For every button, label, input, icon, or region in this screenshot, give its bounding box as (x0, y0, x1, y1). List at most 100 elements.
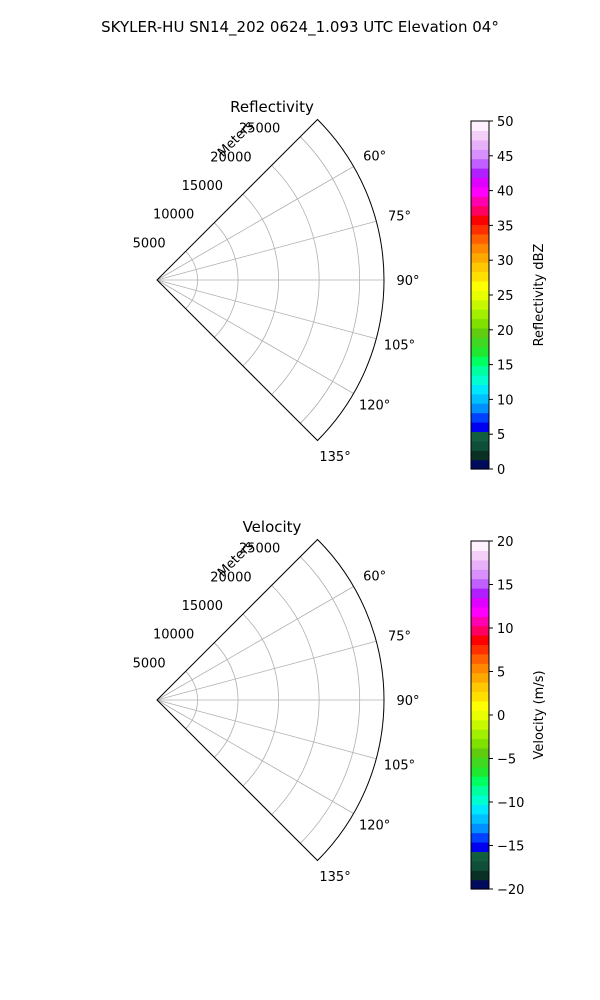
azimuth-tick-label: 75° (388, 210, 411, 225)
colorbar-segment (471, 290, 489, 301)
colorbar-tick-label: 25 (497, 289, 514, 304)
range-tick-label: 5000 (133, 656, 166, 671)
colorbar-segment (471, 851, 489, 862)
colorbar-segment (471, 578, 489, 589)
azimuth-gridline (156, 699, 377, 760)
colorbar-tick-label: 50 (497, 115, 514, 130)
colorbar-tick-label: 35 (497, 219, 514, 234)
azimuth-gridline (156, 640, 377, 701)
azimuth-gridline (156, 279, 377, 340)
colorbar-segment (471, 672, 489, 683)
colorbar-tick-label: 5 (497, 428, 505, 443)
azimuth-tick-label: 105° (384, 758, 415, 773)
colorbar-segment (471, 804, 489, 815)
colorbar-segment (471, 823, 489, 834)
azimuth-gridline (156, 166, 354, 281)
colorbar-segment (471, 766, 489, 777)
colorbar-segment (471, 879, 489, 890)
colorbar-segment (471, 431, 489, 442)
colorbar-tick-label: 45 (497, 150, 514, 165)
colorbar-segment (471, 597, 489, 608)
colorbar-segment (471, 841, 489, 852)
colorbar-segment (471, 271, 489, 282)
colorbar-segment (471, 337, 489, 348)
colorbar-segment (471, 691, 489, 702)
colorbar-segment (471, 421, 489, 432)
colorbar-tick-label: −5 (497, 753, 516, 768)
colorbar-segment (471, 757, 489, 768)
colorbar-tick-label: 30 (497, 254, 514, 269)
colorbar-segment (471, 205, 489, 216)
colorbar-segment (471, 384, 489, 395)
range-tick-label: 10000 (153, 208, 194, 223)
colorbar-segment (471, 663, 489, 674)
range-tick-label: 20000 (210, 150, 251, 165)
colorbar-segment (471, 346, 489, 357)
azimuth-tick-label: 75° (388, 630, 411, 645)
colorbar-segment (471, 606, 489, 617)
colorbar-tick-label: −10 (497, 796, 524, 811)
azimuth-gridline (156, 279, 354, 394)
colorbar-segment (471, 860, 489, 871)
colorbar-segment (471, 616, 489, 627)
colorbar-segment (471, 412, 489, 423)
colorbar-segment (471, 158, 489, 169)
colorbar-segment (471, 700, 489, 711)
colorbar-segment (471, 635, 489, 646)
range-tick-label: 20000 (210, 570, 251, 585)
colorbar-segment (471, 653, 489, 664)
colorbar-segment (471, 309, 489, 320)
reflectivity-panel: Reflectivity500010000150002000025000Mete… (133, 98, 547, 478)
panel-title: Velocity (243, 518, 302, 536)
range-tick-label: 25000 (239, 542, 280, 557)
colorbar-tick-label: −15 (497, 840, 524, 855)
azimuth-gridline (156, 220, 377, 281)
range-tick-label: 25000 (239, 122, 280, 137)
azimuth-tick-label: 90° (396, 274, 419, 289)
colorbar-segment (471, 870, 489, 881)
azimuth-tick-label: 60° (363, 570, 386, 585)
colorbar-label: Reflectivity dBZ (532, 244, 547, 347)
colorbar-segment (471, 318, 489, 329)
colorbar-tick-label: 5 (497, 666, 505, 681)
colorbar-tick-label: 15 (497, 579, 514, 594)
azimuth-tick-label: 90° (396, 694, 419, 709)
range-tick-label: 15000 (182, 179, 223, 194)
colorbar-segment (471, 356, 489, 367)
azimuth-tick-label: 120° (359, 399, 390, 414)
colorbar-tick-label: 20 (497, 324, 514, 339)
azimuth-gridline (156, 586, 354, 701)
colorbar-tick-label: 0 (497, 463, 505, 478)
colorbar-segment (471, 374, 489, 385)
colorbar-segment (471, 729, 489, 740)
polar-axis-frame (156, 538, 385, 862)
colorbar-tick-label: 15 (497, 359, 514, 374)
colorbar-segment (471, 243, 489, 254)
polar-axis-frame (156, 118, 385, 442)
colorbar-segment (471, 168, 489, 179)
colorbar-segment (471, 625, 489, 636)
colorbar-segment (471, 262, 489, 273)
colorbar-segment (471, 186, 489, 197)
colorbar-segment (471, 130, 489, 141)
colorbar-segment (471, 813, 489, 824)
colorbar-tick-label: 10 (497, 622, 514, 637)
colorbar-segment (471, 215, 489, 226)
colorbar-segment (471, 559, 489, 570)
azimuth-tick-label: 135° (319, 870, 350, 885)
colorbar-segment (471, 177, 489, 188)
colorbar-segment (471, 121, 489, 132)
colorbar-tick-label: −20 (497, 883, 524, 898)
colorbar-segment (471, 832, 489, 843)
azimuth-gridline (156, 699, 354, 814)
colorbar-segment (471, 233, 489, 244)
colorbar-segment (471, 794, 489, 805)
colorbar-segment (471, 785, 489, 796)
colorbar-segment (471, 569, 489, 580)
colorbar-segment (471, 299, 489, 310)
panel-title: Reflectivity (230, 98, 314, 116)
colorbar-segment (471, 747, 489, 758)
colorbar-label: Velocity (m/s) (532, 670, 547, 759)
colorbar-segment (471, 776, 489, 787)
